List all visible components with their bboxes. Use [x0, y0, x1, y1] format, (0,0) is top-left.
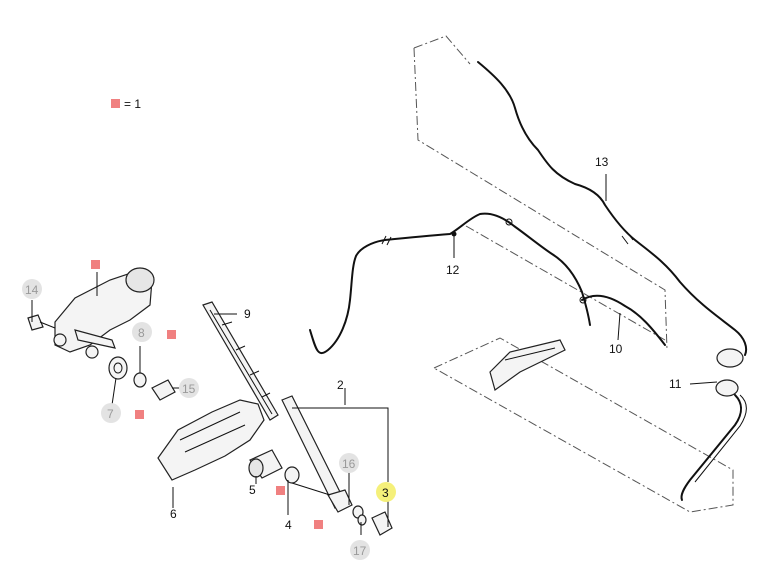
callout-17: 17 [353, 544, 367, 558]
washer-nozzle-11 [680, 348, 747, 501]
washer-16-17 [352, 505, 367, 526]
wiper-motor [27, 267, 155, 359]
leader-lines [31, 174, 718, 535]
clip-15 [151, 379, 176, 401]
callout-7: 7 [107, 407, 114, 421]
callout-4: 4 [285, 518, 292, 532]
callout-11: 11 [669, 377, 682, 391]
callout-12: 12 [446, 263, 460, 277]
brake-lamp-housing [489, 339, 566, 391]
callout-17-badge [350, 540, 370, 560]
body-outline [413, 35, 734, 513]
callout-16: 16 [342, 457, 356, 471]
wiper-arm-2 [281, 395, 353, 513]
callout-7-badge [101, 403, 121, 423]
callout-3: 3 [382, 486, 389, 500]
callout-labels: 2 3 4 5 6 7 8 9 10 11 12 13 14 15 16 17 [22, 155, 682, 560]
legend-text: = 1 [124, 97, 141, 111]
callout-16-badge [339, 453, 359, 473]
callout-6: 6 [170, 507, 177, 521]
callout-9: 9 [244, 307, 251, 321]
legend: = 1 [111, 97, 141, 111]
washer-hose-12 [309, 212, 666, 355]
nut-8 [133, 372, 147, 388]
cap-5 [248, 449, 283, 479]
callout-14: 14 [25, 283, 39, 297]
callout-15-badge [179, 378, 199, 398]
callout-2: 2 [337, 378, 344, 392]
nut-4 [284, 466, 331, 496]
legend-marker [111, 99, 120, 108]
callout-3-highlight [376, 482, 396, 502]
callout-13: 13 [595, 155, 609, 169]
cover-6 [157, 399, 265, 481]
callout-10: 10 [609, 342, 623, 356]
wiper-blade-9 [202, 301, 279, 421]
callout-8: 8 [138, 326, 145, 340]
callout-14-badge [22, 279, 42, 299]
grommet-7 [108, 356, 128, 380]
cap-3 [371, 511, 393, 536]
callout-5: 5 [249, 483, 256, 497]
callout-8-badge [132, 322, 152, 342]
quantity-markers [91, 260, 323, 529]
callout-15: 15 [182, 382, 196, 396]
washer-hose-13 [477, 61, 748, 356]
